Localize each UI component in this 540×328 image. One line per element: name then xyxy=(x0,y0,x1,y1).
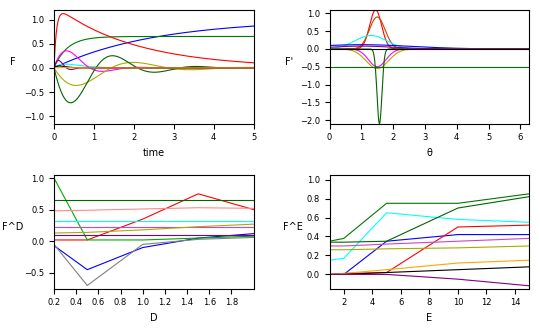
X-axis label: θ: θ xyxy=(427,148,433,158)
X-axis label: D: D xyxy=(150,313,158,323)
Y-axis label: F^D: F^D xyxy=(2,222,24,232)
X-axis label: E: E xyxy=(426,313,433,323)
X-axis label: time: time xyxy=(143,148,165,158)
Y-axis label: F: F xyxy=(10,57,16,67)
Y-axis label: F': F' xyxy=(285,57,293,67)
Y-axis label: F^E: F^E xyxy=(283,222,302,232)
